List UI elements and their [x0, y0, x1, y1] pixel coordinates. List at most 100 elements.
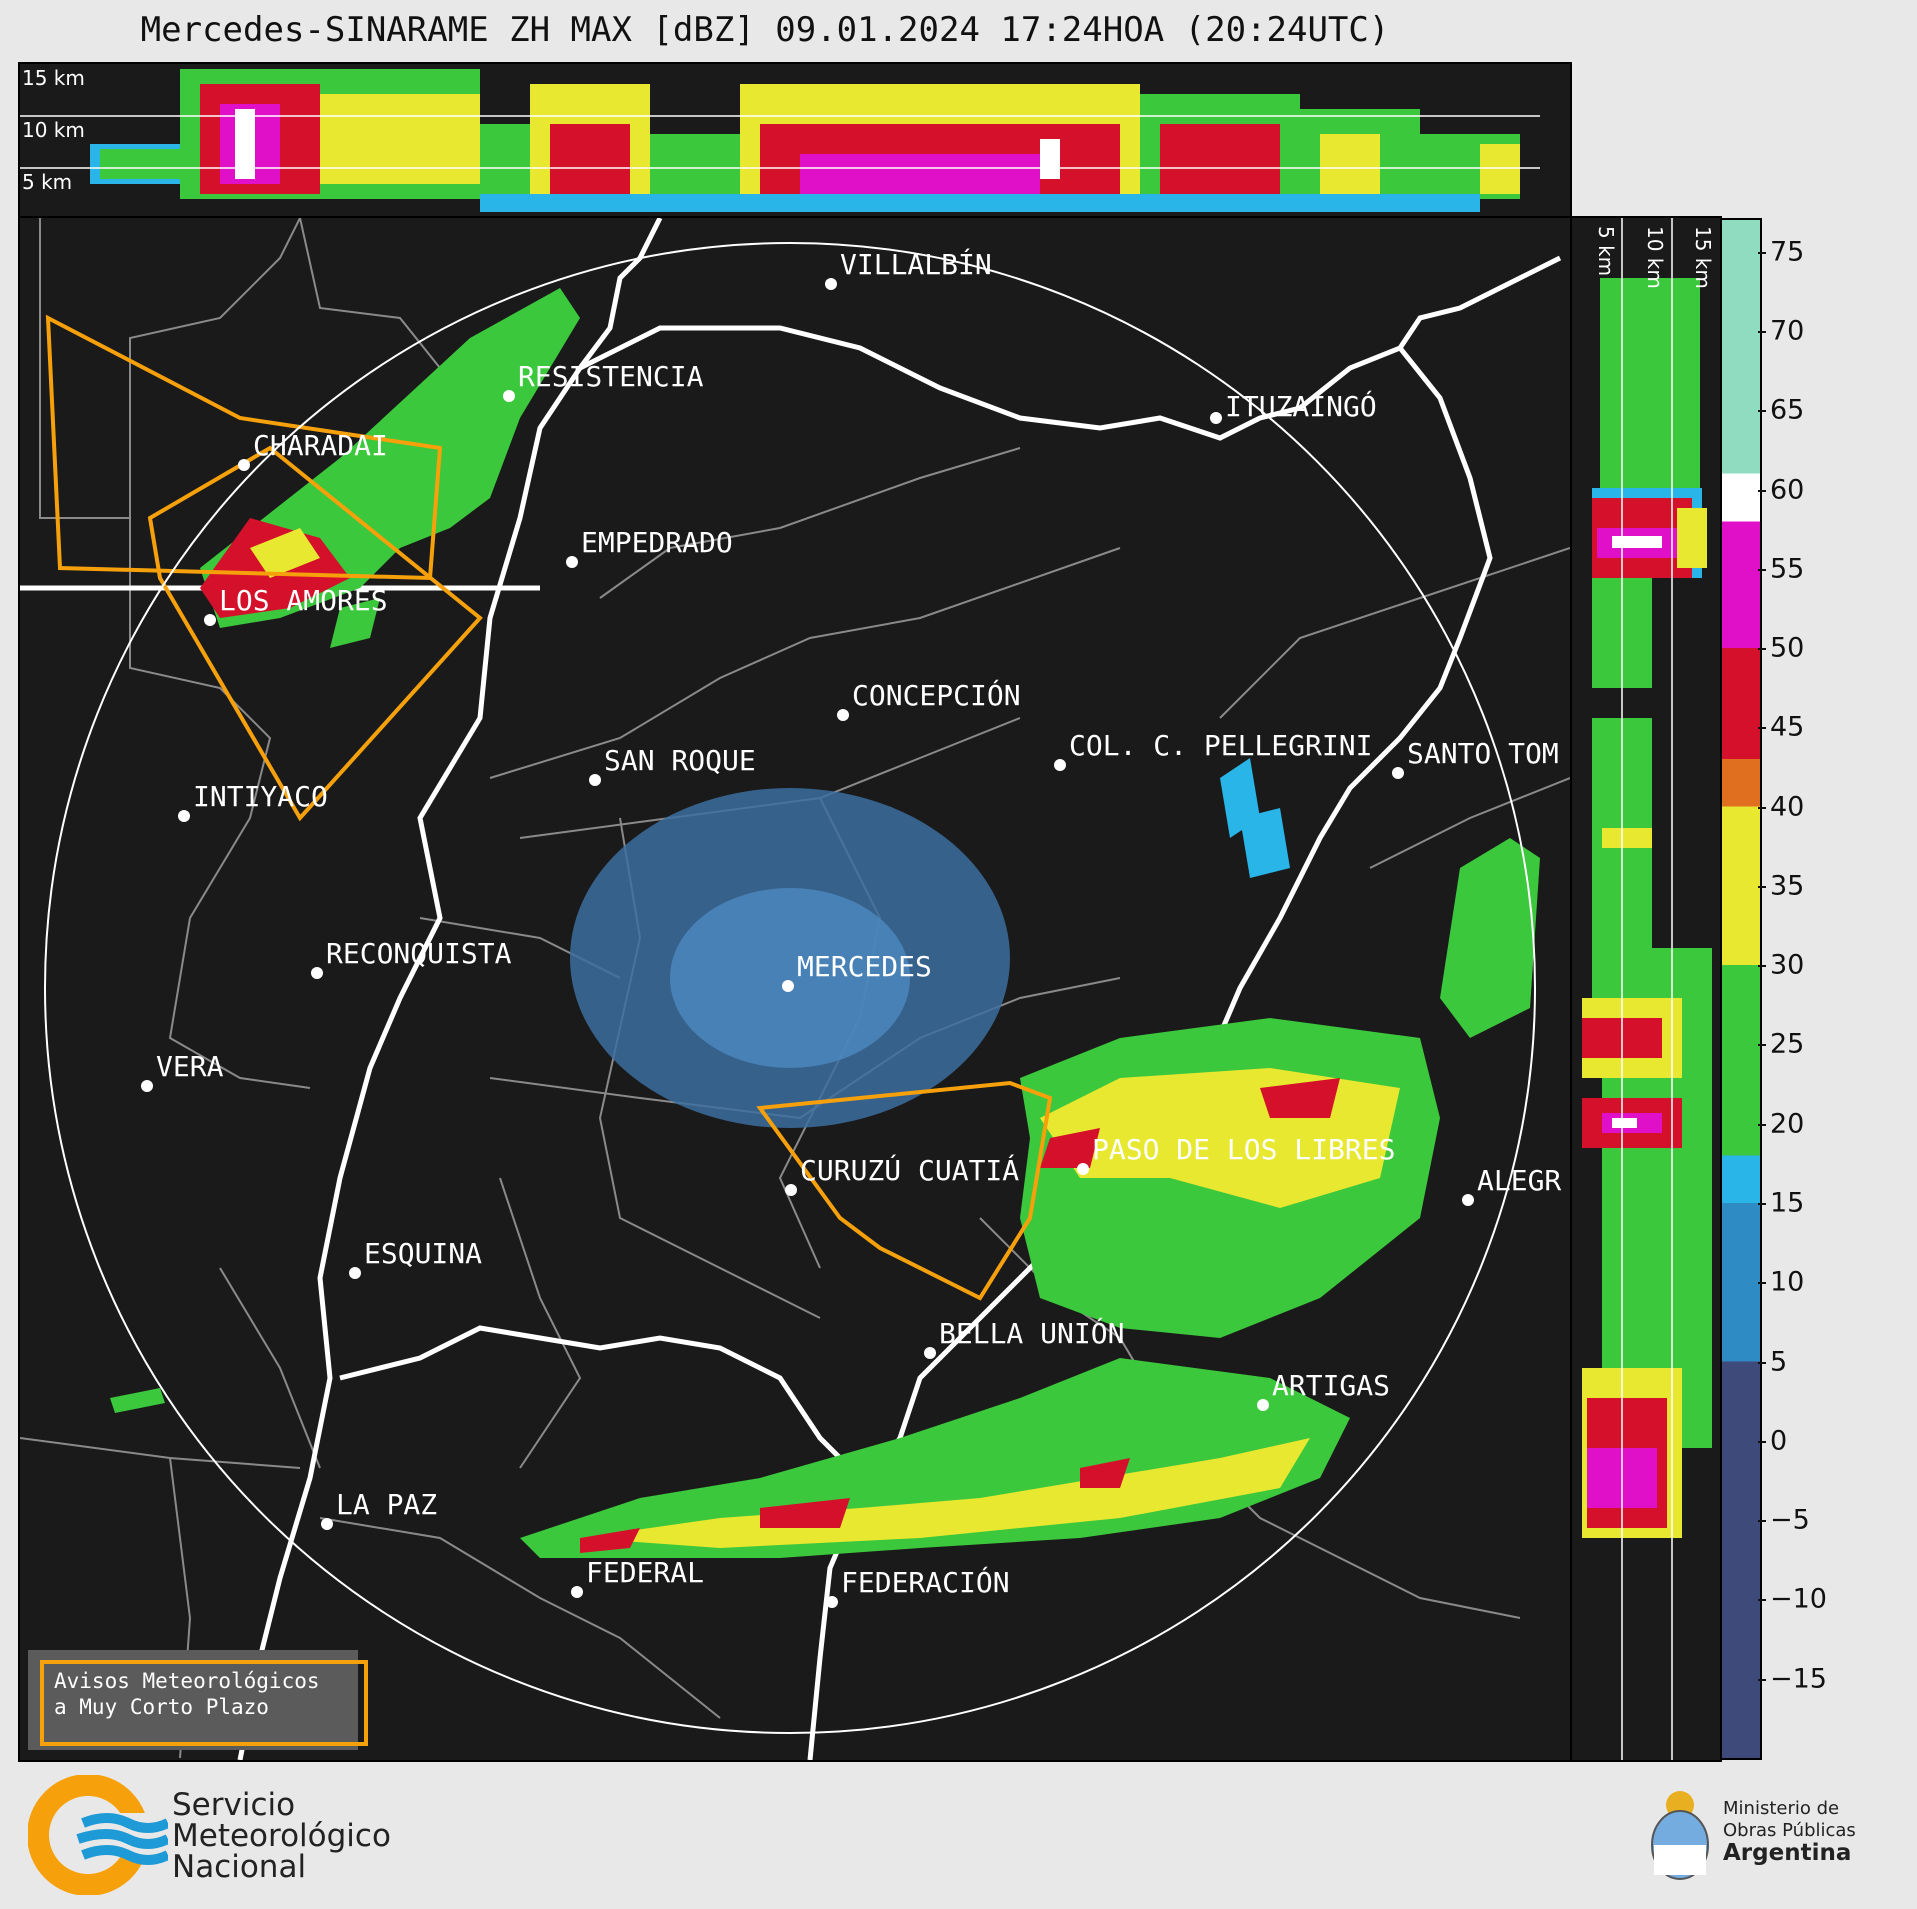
reflectivity-colorbar [1720, 218, 1762, 1760]
colorbar-tick-mark [1758, 330, 1766, 333]
city-dot [141, 1080, 153, 1092]
city-label: PASO DE LOS LIBRES [1092, 1133, 1395, 1166]
colorbar-tick-mark [1758, 1123, 1766, 1126]
city-label: VERA [156, 1050, 224, 1083]
city-label: ITUZAINGÓ [1225, 389, 1377, 423]
warning-legend: Avisos Meteorológicos a Muy Corto Plazo [28, 1650, 368, 1750]
ministry-name-line1: Ministerio de [1723, 1798, 1840, 1819]
shield-lower [1654, 1845, 1706, 1875]
colorbar-tick-label: 35 [1770, 870, 1805, 902]
city-dot [1257, 1399, 1269, 1411]
city-label: BELLA UNIÓN [939, 1316, 1124, 1350]
city-dot [837, 709, 849, 721]
colorbar-tick-mark [1758, 251, 1766, 254]
city-label: EMPEDRADO [581, 526, 733, 559]
top-altitude-label-5km: 5 km [22, 170, 73, 194]
colorbar-tick-mark [1758, 885, 1766, 888]
colorbar-tick-mark [1758, 1044, 1766, 1047]
city-dot [1054, 759, 1066, 771]
smn-name: Servicio Meteorológico Nacional [172, 1790, 391, 1883]
city-markers: VILLALBÍN RESISTENCIA CHARADAI ITUZAINGÓ… [141, 247, 1561, 1608]
city-dot [826, 1596, 838, 1608]
city-label: ESQUINA [364, 1237, 482, 1270]
city-dot [1392, 767, 1404, 779]
city-dot [1210, 412, 1222, 424]
city-dot [321, 1518, 333, 1530]
city-label: ARTIGAS [1272, 1369, 1390, 1402]
side-echo-band [1582, 278, 1712, 1538]
side-cross-section-panel: 5 km 10 km 15 km [1570, 216, 1722, 1762]
warning-polygons [45, 314, 1053, 1301]
colorbar-tick-label: 40 [1770, 791, 1805, 823]
city-label: CONCEPCIÓN [852, 678, 1021, 712]
colorbar-tick-mark [1758, 1599, 1766, 1602]
radar-map: VILLALBÍN RESISTENCIA CHARADAI ITUZAINGÓ… [20, 218, 1570, 1760]
side-altitude-label-15km: 15 km [1691, 226, 1715, 289]
smn-name-line3: Nacional [172, 1849, 307, 1885]
city-dot [782, 980, 794, 992]
city-dot [204, 614, 216, 626]
city-dot [785, 1184, 797, 1196]
colorbar-tick-label: 50 [1770, 632, 1805, 664]
page-title: Mercedes-SINARAME ZH MAX [dBZ] 09.01.202… [140, 10, 1390, 50]
city-dot [178, 810, 190, 822]
colorbar-tick-label: 25 [1770, 1028, 1805, 1060]
city-dot [238, 459, 250, 471]
radar-range-ring [44, 242, 1536, 1734]
warning-legend-line1: Avisos Meteorológicos [54, 1669, 320, 1693]
colorbar-tick-label: 5 [1770, 1346, 1788, 1378]
top-altitude-label-10km: 10 km [22, 118, 85, 142]
smn-logo-wave [81, 1845, 168, 1865]
city-dot [571, 1586, 583, 1598]
colorbar-tick-label: −5 [1770, 1504, 1810, 1536]
colorbar-tick-mark [1758, 1678, 1766, 1681]
ministry-name: Ministerio de Obras Públicas Argentina [1723, 1798, 1856, 1866]
city-label: CURUZÚ CUATIÁ [800, 1153, 1019, 1187]
city-label: RESISTENCIA [518, 360, 704, 393]
city-dot [924, 1347, 936, 1359]
city-label: FEDERAL [586, 1556, 704, 1589]
colorbar-tick-label: 70 [1770, 315, 1805, 347]
colorbar-tick-mark [1758, 727, 1766, 730]
city-label: SANTO TOM [1407, 737, 1559, 770]
city-dot [503, 390, 515, 402]
smn-name-line1: Servicio [172, 1787, 296, 1823]
smn-logo-wave [76, 1829, 168, 1849]
city-dot [1077, 1163, 1089, 1175]
city-label: SAN ROQUE [604, 744, 756, 777]
colorbar-tick-label: 55 [1770, 553, 1805, 585]
radar-map-panel[interactable]: VILLALBÍN RESISTENCIA CHARADAI ITUZAINGÓ… [18, 216, 1572, 1762]
colorbar-tick-mark [1758, 568, 1766, 571]
city-dot [349, 1267, 361, 1279]
city-dot [566, 556, 578, 568]
side-cross-section-echoes: 5 km 10 km 15 km [1582, 218, 1715, 1760]
city-label: COL. C. PELLEGRINI [1069, 729, 1372, 762]
top-echo-band [90, 69, 1520, 212]
smn-name-line2: Meteorológico [172, 1818, 391, 1854]
colorbar-tick-label: 45 [1770, 711, 1805, 743]
city-dot [589, 774, 601, 786]
city-label: INTIYACO [193, 780, 328, 813]
colorbar-tick-label: −10 [1770, 1583, 1827, 1615]
colorbar-tick-mark [1758, 1282, 1766, 1285]
top-cross-section-echoes [20, 69, 1540, 212]
colorbar-tick-mark [1758, 1440, 1766, 1443]
colorbar-tick-mark [1758, 806, 1766, 809]
smn-logo [28, 1775, 168, 1895]
side-altitude-label-5km: 5 km [1594, 226, 1618, 276]
colorbar-tick-mark [1758, 965, 1766, 968]
city-label: FEDERACIÓN [841, 1565, 1010, 1599]
colorbar-tick-label: 65 [1770, 394, 1805, 426]
colorbar-tick-mark [1758, 410, 1766, 413]
warning-legend-line2: a Muy Corto Plazo [54, 1695, 269, 1719]
colorbar-tick-label: −15 [1770, 1663, 1827, 1695]
ministry-name-line3: Argentina [1723, 1840, 1852, 1866]
city-dot [825, 278, 837, 290]
city-label: CHARADAI [253, 429, 388, 462]
colorbar-tick-mark [1758, 1361, 1766, 1364]
colorbar-tick-mark [1758, 648, 1766, 651]
city-dot [1462, 1194, 1474, 1206]
colorbar-tick-label: 60 [1770, 474, 1805, 506]
top-altitude-label-15km: 15 km [22, 66, 85, 90]
city-label: LA PAZ [336, 1488, 437, 1521]
